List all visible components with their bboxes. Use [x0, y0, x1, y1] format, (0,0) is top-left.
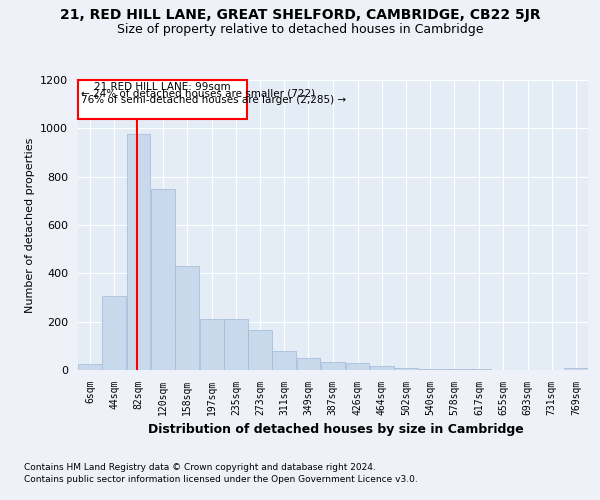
- Bar: [564, 368, 588, 370]
- Text: Contains HM Land Registry data © Crown copyright and database right 2024.: Contains HM Land Registry data © Crown c…: [24, 464, 376, 472]
- Bar: [418, 368, 442, 370]
- Bar: [370, 366, 394, 370]
- Bar: [127, 134, 151, 370]
- Bar: [346, 363, 370, 370]
- Bar: [296, 358, 320, 370]
- Bar: [272, 350, 296, 370]
- Text: 21 RED HILL LANE: 99sqm: 21 RED HILL LANE: 99sqm: [94, 82, 231, 92]
- Text: ← 24% of detached houses are smaller (722): ← 24% of detached houses are smaller (72…: [81, 89, 316, 99]
- Bar: [394, 368, 418, 370]
- Text: 21, RED HILL LANE, GREAT SHELFORD, CAMBRIDGE, CB22 5JR: 21, RED HILL LANE, GREAT SHELFORD, CAMBR…: [59, 8, 541, 22]
- Y-axis label: Number of detached properties: Number of detached properties: [25, 138, 35, 312]
- Bar: [321, 362, 344, 370]
- Bar: [78, 364, 102, 370]
- Bar: [175, 266, 199, 370]
- Bar: [103, 296, 126, 370]
- Text: Size of property relative to detached houses in Cambridge: Size of property relative to detached ho…: [117, 22, 483, 36]
- Bar: [248, 330, 272, 370]
- Bar: [224, 320, 248, 370]
- Text: Distribution of detached houses by size in Cambridge: Distribution of detached houses by size …: [148, 422, 524, 436]
- Bar: [442, 369, 466, 370]
- Text: Contains public sector information licensed under the Open Government Licence v3: Contains public sector information licen…: [24, 475, 418, 484]
- Text: 76% of semi-detached houses are larger (2,285) →: 76% of semi-detached houses are larger (…: [81, 95, 346, 105]
- Bar: [151, 188, 175, 370]
- FancyBboxPatch shape: [78, 80, 247, 118]
- Bar: [200, 320, 224, 370]
